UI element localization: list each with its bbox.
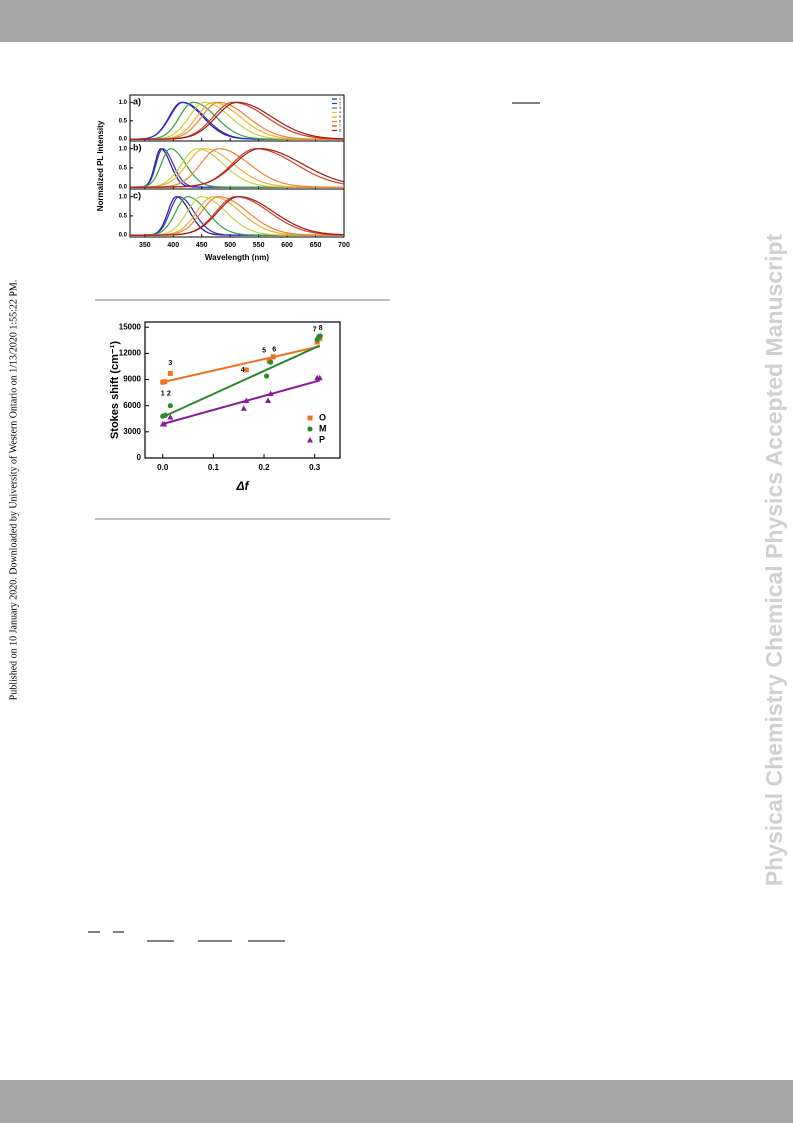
- y-tick-label: 1.0: [119, 194, 128, 200]
- data-point: [314, 339, 320, 345]
- data-point: [161, 421, 168, 427]
- panel-frame: [129, 188, 345, 238]
- y-tick-label: 0: [137, 453, 142, 462]
- data-point: [307, 426, 313, 432]
- y-tick-label: 1.0: [119, 146, 128, 152]
- annotation: 3: [168, 360, 172, 367]
- fit-line: [162, 344, 321, 418]
- watermark: Physical Chemistry Chemical Physics Acce…: [761, 233, 787, 886]
- spectrum: [130, 101, 344, 140]
- legend-label: 8: [339, 128, 341, 132]
- spectrum: [130, 148, 344, 188]
- y-tick-label: 15000: [119, 322, 142, 331]
- data-point: [307, 437, 313, 443]
- y-tick-label: 6000: [123, 401, 141, 410]
- data-point: [268, 359, 274, 365]
- panel-label: a): [133, 96, 141, 106]
- spectrum: [130, 196, 344, 236]
- legend-label: M: [319, 423, 327, 433]
- legend-label: 3: [339, 106, 341, 110]
- x-tick-label: 500: [224, 242, 236, 249]
- legend-label: 5: [339, 115, 341, 119]
- sidebar-text: Published on 10 January 2020. Downloaded…: [8, 280, 19, 701]
- fit-line: [162, 345, 320, 384]
- spectrum: [130, 196, 344, 236]
- y-tick-label: 3000: [123, 427, 141, 436]
- x-tick-label: 0.3: [309, 463, 321, 472]
- data-point: [267, 390, 274, 396]
- y-tick-label: 12000: [119, 348, 142, 357]
- annotation: 1: [161, 390, 165, 397]
- data-point: [162, 379, 168, 385]
- y-tick-label: 0.0: [119, 233, 128, 239]
- legend-label: 6: [339, 119, 341, 123]
- legend-label: 7: [339, 124, 341, 128]
- x-tick-label: 600: [281, 242, 293, 249]
- data-point: [270, 354, 276, 360]
- x-tick-label: 450: [196, 242, 208, 249]
- legend-label: 1: [339, 97, 341, 101]
- fit-line: [162, 379, 321, 425]
- data-point: [243, 367, 249, 373]
- header-bar: [0, 0, 793, 42]
- legend-label: 2: [339, 101, 341, 105]
- data-point: [167, 370, 173, 376]
- y-axis-label: Stokes shift (cm⁻¹): [109, 341, 121, 439]
- x-tick-label: 0.1: [208, 463, 220, 472]
- data-point: [263, 373, 270, 379]
- data-point: [317, 333, 323, 339]
- y-tick-label: 0.0: [119, 137, 128, 143]
- data-point: [316, 374, 323, 381]
- spectrum: [130, 196, 344, 236]
- data-point: [162, 412, 168, 418]
- y-axis-label: Normalized PL Intensity: [96, 120, 105, 211]
- spectrum: [130, 148, 345, 188]
- spectrum: [130, 196, 344, 236]
- x-axis-label: Δf: [235, 479, 249, 493]
- panel-label: c): [133, 190, 141, 200]
- legend-label: 4: [339, 110, 341, 114]
- spectrum: [130, 196, 344, 236]
- data-point: [167, 403, 173, 409]
- y-tick-label: 0.5: [119, 165, 128, 171]
- data-point: [243, 397, 250, 403]
- y-tick-label: 0.0: [119, 185, 128, 191]
- x-tick-label: 550: [253, 242, 265, 249]
- annotation: 2: [167, 390, 171, 397]
- data-point: [167, 414, 174, 420]
- data-point: [307, 415, 313, 421]
- data-point: [240, 405, 247, 411]
- x-tick-label: 350: [139, 242, 151, 249]
- spectrum: [130, 196, 344, 236]
- x-tick-label: 0.2: [258, 463, 270, 472]
- x-tick-label: 400: [167, 242, 179, 249]
- x-axis-label: Wavelength (nm): [205, 253, 269, 262]
- spectrum: [130, 101, 344, 140]
- legend-label: O: [319, 412, 326, 422]
- footer-bar: [0, 1080, 793, 1123]
- annotation: 4: [241, 367, 245, 374]
- x-tick-label: 0.0: [157, 463, 169, 472]
- spectrum: [130, 196, 344, 236]
- annotation: 5: [262, 348, 266, 355]
- plot-frame: [144, 321, 341, 459]
- x-tick-label: 650: [310, 242, 322, 249]
- legend-label: P: [319, 434, 325, 444]
- x-tick-label: 700: [338, 242, 350, 249]
- y-tick-label: 1.0: [119, 100, 128, 106]
- annotation: 7: [313, 327, 317, 334]
- y-tick-label: 0.5: [119, 213, 128, 219]
- panel-label: b): [133, 142, 142, 152]
- data-point: [265, 397, 272, 403]
- y-tick-label: 9000: [123, 375, 141, 384]
- annotation: 8: [319, 325, 323, 332]
- spectrum: [130, 196, 344, 236]
- y-tick-label: 0.5: [119, 118, 128, 124]
- annotation: 6: [272, 347, 276, 354]
